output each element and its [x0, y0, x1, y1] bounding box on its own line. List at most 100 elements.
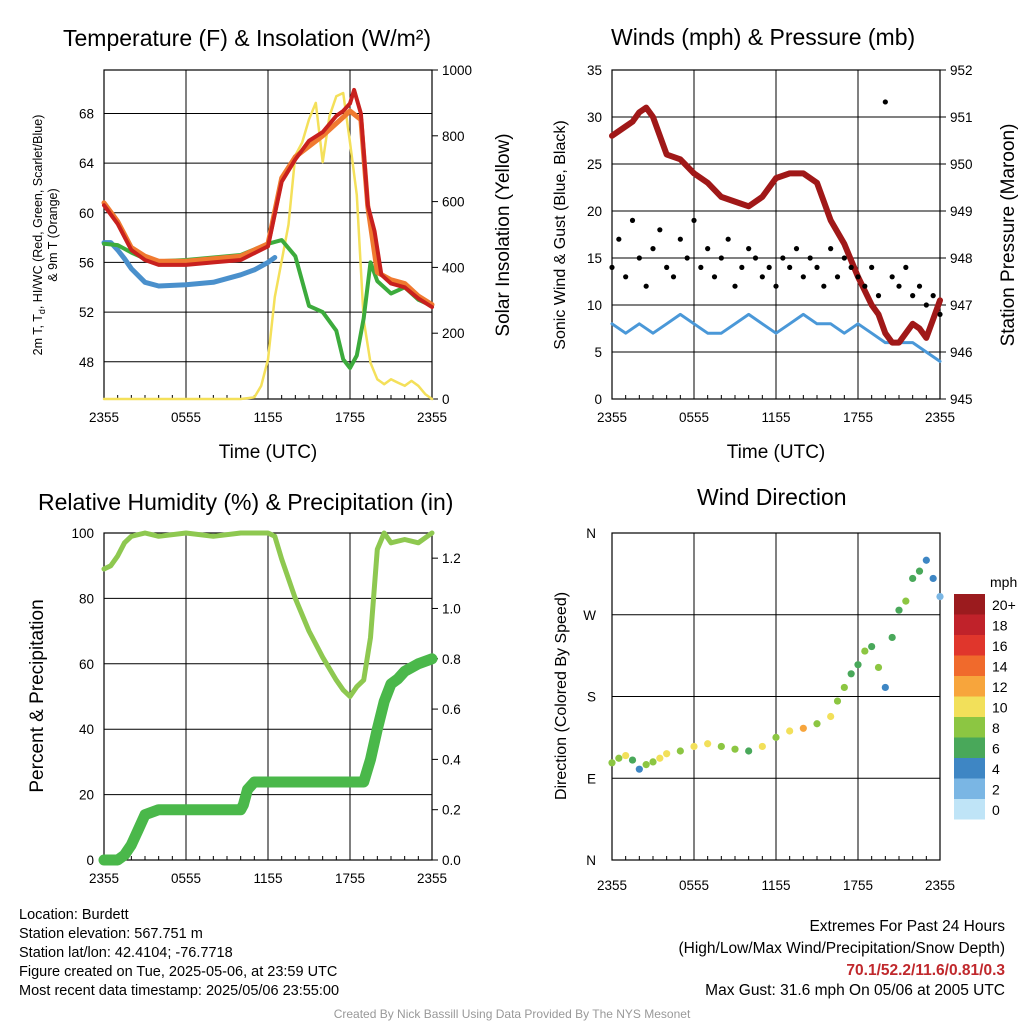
wind-x-tick: 1155 — [761, 410, 790, 425]
extremes-legend: (High/Low/Max Wind/Precipitation/Snow De… — [678, 940, 1006, 957]
wind-y-tick-left: 20 — [587, 204, 602, 219]
wind-y-tick-left: 15 — [587, 251, 602, 266]
temp-ylabel-left-2: & 9m T (Orange) — [46, 188, 60, 281]
recent-data-timestamp: Most recent data timestamp: 2025/05/06 2… — [19, 983, 340, 999]
wdir-point — [915, 567, 924, 575]
temp-x-tick: 2355 — [89, 410, 119, 425]
gust-point — [691, 217, 697, 223]
temp-y-tick-left: 60 — [79, 206, 94, 221]
wind-x-tick: 0555 — [679, 410, 709, 425]
temp-ylabel-part: , HI/WC (Red, Green, Scarlet/Blue) — [31, 115, 45, 310]
gust-point — [711, 274, 718, 280]
colorbar-label: 6 — [992, 741, 1000, 757]
gust-point — [882, 99, 888, 105]
gust-point — [807, 255, 813, 261]
wdir-point — [813, 720, 821, 728]
gust-point — [910, 293, 916, 299]
rh-y-tick-right: 0.0 — [442, 853, 461, 868]
temp-y-tick-left: 48 — [79, 355, 94, 370]
gust-point — [787, 264, 793, 270]
colorbar-label: 18 — [992, 618, 1008, 634]
wdir-point — [663, 750, 671, 758]
rh-y-tick-left: 40 — [79, 722, 94, 737]
wdir-point — [628, 756, 637, 764]
station-elevation: Station elevation: 567.751 m — [19, 926, 203, 942]
wdir-x-tick: 0555 — [679, 878, 709, 893]
wdir-point — [909, 574, 917, 583]
colorbar-swatch — [954, 614, 985, 635]
wdir-point — [929, 574, 937, 583]
temp-ylabel-left: 2m T, Td, HI/WC (Red, Green, Scarlet/Blu… — [31, 115, 47, 356]
heat-index-line — [101, 240, 278, 289]
gust-point — [841, 255, 847, 261]
colorbar-label: 12 — [992, 679, 1008, 695]
wdir-point — [786, 727, 794, 735]
gust-point — [923, 302, 929, 308]
temp-y-tick-left: 56 — [79, 255, 94, 270]
solar-insolation-line — [102, 91, 434, 401]
temp-2m-line — [102, 87, 434, 310]
colorbar-swatch — [954, 676, 985, 697]
colorbar-label: 10 — [992, 700, 1008, 716]
rh-y-tick-left: 80 — [79, 591, 94, 606]
rh-x-tick: 1155 — [253, 871, 282, 886]
wdir-point — [874, 663, 883, 672]
wind-y-tick-right: 946 — [950, 345, 973, 360]
relative-humidity-line — [101, 530, 435, 699]
temp-y-tick-left: 64 — [79, 156, 95, 171]
wdir-point — [656, 754, 664, 762]
gust-point — [718, 255, 724, 261]
station-location: Location: Burdett — [19, 907, 129, 923]
gust-point — [664, 264, 670, 270]
gust-point — [650, 246, 656, 252]
gust-point — [916, 283, 923, 289]
gust-point — [677, 236, 683, 242]
temp-ylabel-sub: d — [37, 309, 47, 314]
wdir-point — [704, 740, 712, 748]
wdir-point — [881, 683, 889, 692]
gust-point — [725, 236, 731, 242]
wdir-panel-title: Wind Direction — [697, 484, 847, 510]
wdir-y-tick: W — [583, 608, 596, 623]
temp-ylabel-right: Solar Insolation (Yellow) — [493, 133, 514, 336]
gust-point — [746, 246, 752, 252]
gust-point — [821, 283, 827, 289]
wdir-y-tick: N — [586, 853, 596, 868]
wdir-y-tick: N — [586, 526, 596, 541]
gust-point — [732, 283, 738, 289]
wind-y-tick-right: 950 — [950, 157, 973, 172]
gust-point — [752, 255, 759, 261]
wdir-point — [615, 754, 623, 762]
station-info: Location: Burdett Station elevation: 567… — [19, 906, 339, 1001]
colorbar-swatch — [954, 717, 985, 738]
gust-point — [800, 274, 806, 280]
wdir-point — [861, 647, 869, 655]
gust-point — [739, 264, 745, 270]
temp-y-tick-right: 800 — [442, 129, 465, 144]
rh-panel-title: Relative Humidity (%) & Precipitation (i… — [38, 489, 454, 515]
colorbar-title: mph — [990, 574, 1017, 590]
wdir-point — [642, 761, 650, 769]
temp-y-tick-right: 1000 — [442, 63, 472, 78]
colorbar-swatch — [954, 635, 985, 656]
wind-y-tick-left: 5 — [594, 345, 602, 360]
gust-point — [636, 255, 642, 261]
colorbar-label: 16 — [992, 638, 1008, 654]
temp-y-tick-left: 68 — [79, 106, 94, 121]
station-latlon: Station lat/lon: 42.4104; -76.7718 — [19, 945, 233, 961]
wind-x-tick: 1755 — [843, 410, 873, 425]
wdir-x-tick: 2355 — [597, 878, 627, 893]
gust-point — [814, 264, 820, 270]
gust-point — [875, 293, 882, 299]
wdir-frame — [611, 532, 941, 861]
wdir-point — [833, 697, 842, 705]
colorbar-swatch — [954, 594, 985, 615]
wind-xlabel: Time (UTC) — [727, 442, 826, 463]
temp-x-tick: 0555 — [171, 410, 201, 425]
colorbar-swatch — [954, 758, 985, 779]
wdir-y-tick: E — [587, 771, 596, 786]
rh-y-tick-right: 0.6 — [442, 702, 461, 717]
temp-y-tick-right: 0 — [442, 392, 450, 407]
gust-point — [684, 255, 690, 261]
colorbar-label: 0 — [992, 802, 1000, 818]
